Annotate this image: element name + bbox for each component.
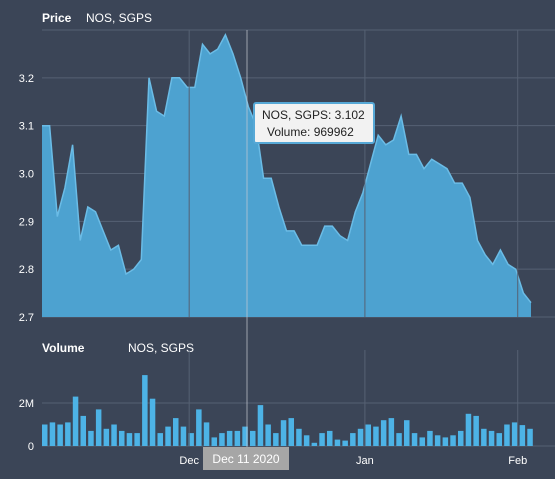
volume-bar: [273, 433, 279, 446]
volume-bar: [419, 437, 425, 446]
volume-bar: [250, 430, 256, 446]
volume-bar: [396, 433, 402, 446]
volume-bar: [365, 424, 371, 446]
price-y-tick-label: 3.1: [19, 121, 34, 133]
price-y-tick-label: 3.0: [19, 169, 34, 181]
price-area-series: [42, 33, 532, 318]
volume-bar: [103, 428, 110, 446]
volume-bar: [57, 424, 63, 446]
volume-bar: [173, 418, 179, 446]
volume-bar: [111, 424, 117, 446]
volume-bar: [334, 439, 341, 446]
crosshair-date-box: [203, 447, 289, 470]
volume-bar: [72, 396, 79, 446]
price-y-tick-label: 2.7: [19, 312, 34, 324]
volume-bar: [165, 426, 171, 446]
volume-bar: [203, 422, 210, 446]
volume-bar: [311, 442, 318, 446]
price-y-tick-label: 2.8: [19, 264, 34, 276]
volume-bar: [380, 420, 387, 446]
volume-bar: [88, 430, 94, 446]
crosshair-date-flag: Dec 11 2020: [203, 447, 289, 470]
volume-bar: [219, 433, 225, 446]
volume-bar: [458, 430, 464, 446]
volume-bar: [65, 422, 71, 446]
volume-bar: [265, 424, 271, 446]
volume-bar: [511, 422, 518, 446]
x-axis: Dec Jan Feb: [179, 455, 527, 467]
volume-bar: [49, 422, 56, 446]
tooltip-box: [253, 102, 375, 144]
volume-y-tick-label: 0: [28, 441, 34, 453]
price-title: Price: [42, 11, 72, 25]
volume-bar: [473, 415, 479, 446]
volume-bar: [442, 437, 449, 446]
volume-bar: [303, 435, 310, 447]
volume-bar: [157, 433, 163, 446]
price-area-fill: [42, 34, 531, 318]
volume-bar: [465, 413, 472, 447]
volume-bar: [126, 433, 133, 446]
tooltip: NOS, SGPS: 3.102 Volume: 969962: [253, 102, 375, 144]
volume-bar: [119, 430, 125, 446]
volume-bar: [319, 433, 325, 446]
volume-bar: [350, 433, 356, 446]
volume-bar: [95, 409, 102, 446]
volume-bar: [288, 418, 294, 446]
volume-bar: [280, 420, 287, 446]
crosshair-date-label: Dec 11 2020: [212, 452, 279, 466]
volume-bar: [488, 430, 495, 446]
volume-bar: [211, 437, 217, 446]
volume-bar: [427, 430, 433, 446]
volume-bar: [434, 435, 441, 447]
price-panel: Price NOS, SGPS 2.7 2.8 2.9 3.0 3.1 3.2: [19, 11, 555, 324]
volume-y-tick-label: 2M: [19, 398, 34, 410]
volume-bar: [504, 424, 510, 446]
volume-bar: [411, 433, 418, 446]
volume-bar: [296, 428, 302, 446]
volume-bar: [527, 428, 533, 446]
volume-bar: [481, 428, 487, 446]
volume-bar: [196, 409, 202, 446]
volume-bar: [234, 430, 241, 446]
x-tick-label: Jan: [356, 455, 374, 467]
volume-bar: [373, 426, 379, 446]
volume-subtitle: NOS, SGPS: [128, 341, 194, 355]
volume-title: Volume: [42, 341, 85, 355]
price-y-tick-label: 2.9: [19, 216, 34, 228]
volume-bar: [342, 440, 348, 446]
volume-panel: Volume NOS, SGPS 0 2M: [19, 341, 555, 453]
volume-bar: [519, 425, 526, 446]
volume-bar: [180, 426, 187, 446]
volume-bar: [242, 426, 248, 446]
volume-bar-series: [42, 375, 533, 447]
volume-bar: [134, 433, 140, 446]
tooltip-price: NOS, SGPS: 3.102: [262, 108, 365, 122]
volume-bar: [404, 420, 410, 446]
price-y-axis: 2.7 2.8 2.9 3.0 3.1 3.2: [19, 73, 34, 324]
volume-bar: [142, 375, 148, 446]
volume-bar: [80, 415, 86, 446]
volume-bar: [327, 430, 333, 446]
volume-bar: [357, 428, 364, 446]
price-subtitle: NOS, SGPS: [86, 11, 152, 25]
x-tick-label: Feb: [508, 455, 527, 467]
volume-bar: [226, 430, 233, 446]
volume-bar: [450, 435, 456, 447]
volume-bar: [388, 418, 395, 446]
volume-bar: [42, 424, 48, 446]
price-line: [42, 33, 532, 304]
volume-bar: [188, 433, 194, 446]
x-gridlines: [188, 30, 519, 446]
volume-bar: [257, 405, 264, 446]
volume-y-axis: 0 2M: [19, 398, 34, 453]
volume-bar: [149, 398, 156, 446]
tooltip-volume: Volume: 969962: [267, 125, 354, 139]
volume-bar: [496, 433, 502, 446]
price-y-tick-label: 3.2: [19, 73, 34, 85]
x-tick-label: Dec: [179, 455, 199, 467]
